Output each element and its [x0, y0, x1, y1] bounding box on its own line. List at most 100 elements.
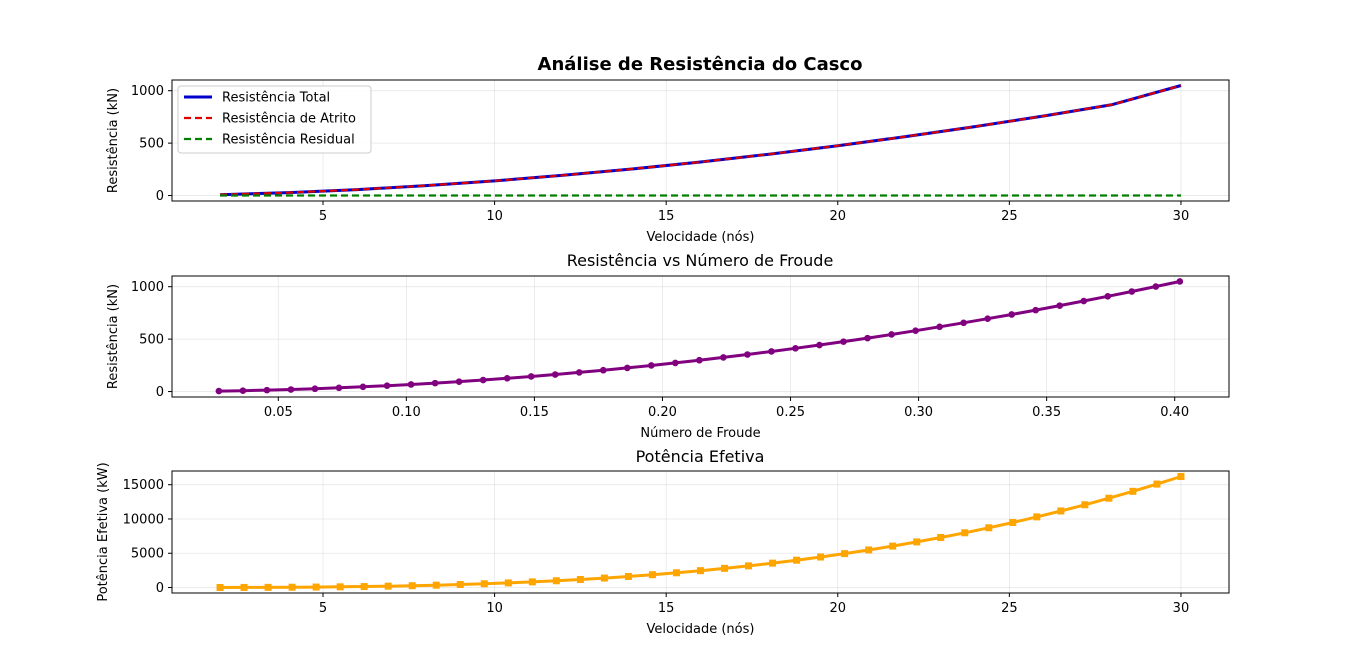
effective-power-chart: 5 10 15 20 25 30 0 5000 10000 15000 Velocidade (nó… [96, 462, 1230, 637]
data-point [647, 362, 655, 369]
data-point [335, 384, 343, 392]
y-tick-label: 10000 [123, 512, 164, 527]
data-point [1008, 311, 1015, 318]
x-tick-label: 20 [829, 209, 846, 224]
data-point [1081, 501, 1089, 509]
data-point [865, 546, 873, 554]
data-point [793, 556, 801, 564]
data-point [1153, 480, 1161, 488]
x-tick-label: 0.15 [520, 405, 549, 420]
data-point [672, 359, 679, 367]
data-point [696, 356, 703, 364]
y-axis-label: Resistência (kN) [106, 284, 121, 389]
x-tick-label: 5 [319, 209, 327, 224]
data-point [768, 348, 775, 355]
data-point [264, 583, 272, 591]
x-tick-label: 0.20 [648, 405, 677, 420]
data-point [672, 569, 680, 577]
data-point [985, 524, 993, 532]
x-tick-label: 20 [829, 601, 846, 616]
data-point [648, 571, 656, 579]
data-point [456, 581, 464, 589]
data-point [336, 583, 344, 591]
data-point [624, 572, 632, 580]
y-tick-label: 0 [156, 581, 164, 596]
data-point [431, 379, 439, 387]
plot-frame [171, 275, 1230, 398]
x-tick-label: 30 [1173, 209, 1190, 224]
data-point [1033, 513, 1041, 521]
data-point [1057, 507, 1065, 515]
data-point [312, 583, 320, 591]
chart-1-title: Análise de Resistência do Casco [538, 54, 863, 75]
data-point [912, 327, 919, 335]
data-point [455, 378, 463, 385]
y-tick-label: 500 [139, 137, 164, 152]
y-axis-label: Resistência (kN) [106, 88, 121, 193]
data-point [383, 382, 391, 390]
data-point [889, 542, 897, 550]
x-tick-label: 15 [658, 601, 675, 616]
data-point [287, 386, 295, 393]
data-point [215, 387, 223, 395]
data-point [360, 583, 368, 591]
data-point [239, 387, 247, 394]
data-point [504, 579, 512, 587]
x-tick-label: 0.30 [904, 405, 933, 420]
x-tick-label: 0.40 [1160, 405, 1189, 420]
legend-label: Resistência Total [222, 91, 330, 106]
legend-label: Resistência de Atrito [222, 112, 356, 127]
x-axis-label: Número de Froude [640, 426, 760, 441]
chart-2-title: Resistência vs Número de Froude [567, 251, 834, 270]
series-line-2 [219, 84, 1182, 196]
data-point [575, 369, 583, 376]
data-point [1176, 278, 1184, 285]
data-point [1104, 293, 1112, 300]
data-point [311, 385, 319, 393]
data-point [1152, 283, 1160, 290]
x-tick-label: 0.05 [264, 405, 293, 420]
x-tick-label: 15 [658, 209, 675, 224]
legend: Resistência Total Resistência de Atrito Re… [177, 85, 372, 154]
y-tick-label: 0 [156, 189, 164, 204]
data-point [792, 345, 799, 352]
data-point [384, 582, 392, 590]
x-axis-label: Velocidade (nós) [647, 622, 755, 637]
y-tick-label: 1000 [131, 280, 164, 295]
data-point [359, 383, 367, 391]
x-tick-label: 10 [486, 209, 503, 224]
y-tick-label: 1000 [131, 84, 164, 99]
legend-box [177, 85, 372, 154]
data-point [1128, 288, 1136, 295]
data-point [769, 559, 777, 567]
resistance-vs-speed-chart: 5 10 15 20 25 30 0 500 1000 Velocidade (nós) Resis… [106, 79, 1230, 245]
data-point [1105, 494, 1113, 502]
data-point [816, 341, 823, 349]
data-point [216, 583, 224, 591]
data-point [1009, 518, 1017, 526]
chart-3-title: Potência Efetiva [636, 447, 765, 466]
data-point [623, 364, 631, 372]
data-point [817, 553, 825, 561]
data-point [840, 338, 847, 345]
data-point [888, 331, 895, 338]
x-tick-label: 0.35 [1032, 405, 1061, 420]
x-tick-label: 10 [486, 601, 503, 616]
data-point [408, 582, 416, 590]
data-point [552, 577, 560, 585]
data-point [937, 533, 945, 541]
data-point [1032, 306, 1039, 314]
y-tick-label: 15000 [123, 478, 164, 493]
data-point [984, 315, 991, 323]
x-tick-label: 5 [319, 601, 327, 616]
x-tick-label: 0.10 [392, 405, 421, 420]
data-point [841, 550, 849, 558]
data-point [599, 366, 607, 374]
data-point [576, 575, 584, 583]
plot-frame [171, 470, 1230, 594]
data-point [720, 354, 727, 361]
data-point [479, 376, 487, 384]
data-point [936, 323, 943, 331]
data-point [960, 319, 967, 327]
